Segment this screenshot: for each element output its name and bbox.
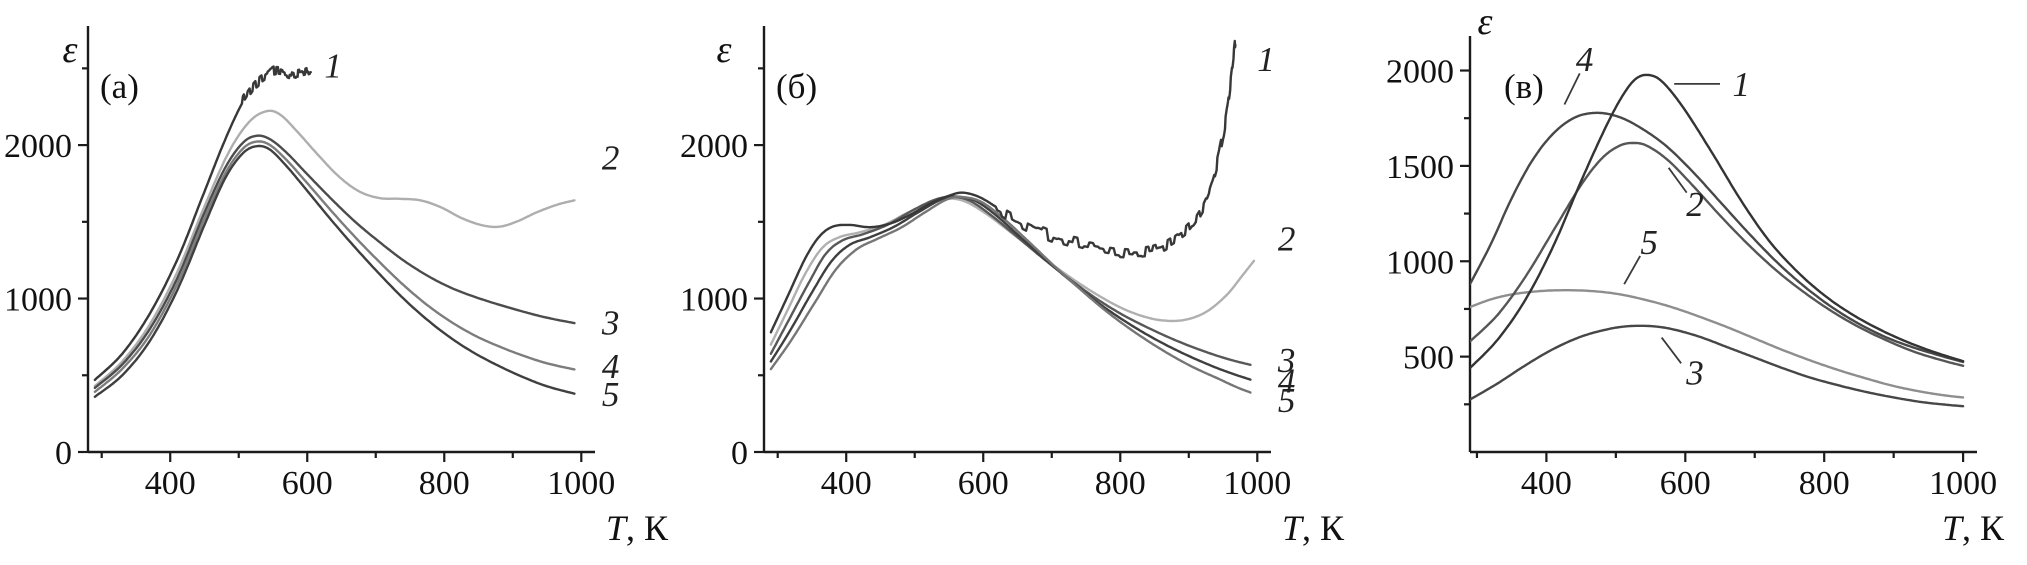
panel-b: 400 600 800 1000 0 1000 2000 2 3 4 5 1 ε (б) T, К (676, 0, 1352, 565)
curve-4 (93, 140, 576, 393)
curve-label-1: 1 (324, 46, 342, 85)
y-tick-label: 1000 (4, 282, 72, 319)
curve-label-1: 1 (1733, 65, 1751, 104)
curve-1 (1470, 73, 1965, 370)
curve-label-leader-4 (1563, 72, 1581, 105)
curve-label-5: 5 (1278, 381, 1296, 420)
x-tick-label: 600 (282, 465, 333, 502)
y-tick-label: 1000 (1386, 244, 1454, 281)
curve-label-2: 2 (602, 138, 620, 177)
y-tick-label: 2000 (680, 128, 748, 165)
curve-label-3: 3 (1685, 353, 1704, 392)
curve-1 (769, 39, 1237, 334)
y-tick-label: 1500 (1386, 149, 1454, 186)
y-tick-label: 2000 (4, 128, 72, 165)
curve-4 (769, 195, 1252, 381)
panel-tag: (а) (100, 67, 139, 106)
curve-label-2: 2 (1686, 185, 1704, 224)
panel-tag: (в) (1504, 67, 1544, 106)
x-tick-label: 800 (1095, 465, 1146, 502)
x-tick-label: 400 (1521, 465, 1572, 502)
curve-label-4: 4 (1576, 40, 1594, 79)
y-tick-label: 2000 (1386, 54, 1454, 91)
x-tick-label: 400 (145, 465, 196, 502)
curve-3 (1470, 324, 1965, 408)
curve-5 (1470, 289, 1965, 399)
y-tick-label: 0 (731, 435, 748, 472)
curve-3 (93, 134, 576, 390)
chart-b: 400 600 800 1000 0 1000 2000 2 345 1 ε (б) T, К (680, 26, 1345, 548)
curve-label-4: 4 (602, 347, 620, 386)
curve-label-1: 1 (1257, 40, 1275, 79)
x-tick-label: 800 (1799, 465, 1850, 502)
curve-4 (1470, 111, 1965, 364)
x-tick-label: 800 (419, 465, 470, 502)
x-axis-title: T, К (1282, 508, 1345, 548)
epsilon-axis-label: ε (63, 29, 78, 71)
curve-label-2: 2 (1278, 220, 1296, 259)
x-axis-title: T, К (606, 508, 669, 548)
x-tick-label: 400 (821, 465, 872, 502)
curve-5 (93, 144, 576, 398)
x-tick-label: 600 (958, 465, 1009, 502)
chart-v: 400 600 800 1000 500 1000 1500 2000 5 3 2 4 1 ε (в) T, … (1386, 1, 2005, 548)
curve-5 (769, 195, 1252, 394)
x-tick-label: 600 (1660, 465, 1711, 502)
curve-2 (769, 197, 1256, 346)
curve-label-3: 3 (1277, 341, 1296, 380)
curve-label-leader-3 (1660, 337, 1682, 364)
x-tick-label: 1000 (1223, 465, 1291, 502)
panel-tag: (б) (776, 67, 817, 106)
x-tick-label: 1000 (1929, 465, 1997, 502)
curve-2 (93, 109, 576, 388)
chart-a: 400 600 800 1000 0 1000 2000 2 3 45 1 ε (а) T, К (4, 26, 669, 548)
curve-label-5: 5 (1640, 223, 1658, 262)
curve-label-leader-2 (1667, 167, 1688, 194)
curve-label-4: 4 (1278, 362, 1296, 401)
panel-v: 400 600 800 1000 500 1000 1500 2000 5 3 2 4 1 ε (в) T, … (1352, 0, 2027, 565)
curve-label-5: 5 (602, 375, 620, 414)
y-tick-label: 500 (1403, 340, 1454, 377)
epsilon-axis-label: ε (1478, 1, 1493, 43)
curve-2 (1470, 141, 1965, 367)
curve-label-leader-5 (1623, 255, 1641, 285)
curve-1 (93, 65, 312, 382)
x-axis-title: T, К (1942, 508, 2005, 548)
y-tick-label: 1000 (680, 282, 748, 319)
y-tick-label: 0 (55, 435, 72, 472)
epsilon-axis-label: ε (717, 29, 732, 71)
panel-a: 400 600 800 1000 0 1000 2000 2 3 4 5 1 ε (а) T, К (0, 0, 676, 565)
x-tick-label: 1000 (547, 465, 615, 502)
curve-label-3: 3 (601, 303, 620, 342)
curve-3 (769, 195, 1252, 366)
